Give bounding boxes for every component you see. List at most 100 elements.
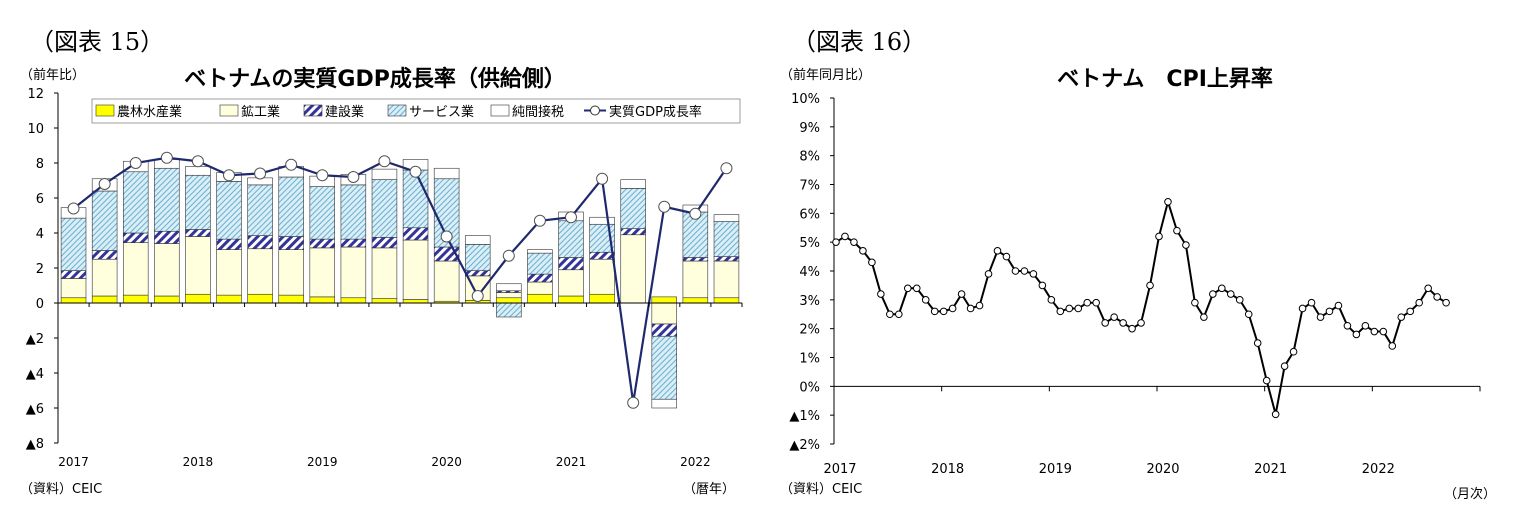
cpi-point [1092,298,1100,307]
bar-agriculture [558,295,584,304]
chart2-y-unit: （前年同月比） [780,67,871,83]
bar-construction [527,273,553,283]
bar-services [464,244,491,271]
bar-industry [527,281,553,295]
cpi-point [1442,298,1450,307]
bar-agriculture [496,297,522,304]
cpi-point [930,307,939,316]
chart2-source: （資料）CEIC [780,482,862,497]
bar-net-tax [185,166,211,176]
cpi-point [1316,313,1325,321]
chart1-legend-label: 鉱工業 [241,104,280,120]
cpi-point [1388,342,1397,350]
chart1-source: （資料）CEIC [20,482,102,497]
chart1-legend-label: サービス業 [409,104,474,120]
bar-construction [247,235,273,250]
cpi-point [841,232,849,241]
cpi-point [859,247,867,255]
gdp-growth-point [316,169,329,182]
chart1-legend-swatch [95,104,115,117]
gdp-growth-point [98,178,111,190]
bar-net-tax [433,167,460,180]
cpi-point [1137,319,1145,327]
gdp-growth-point [378,155,391,168]
bar-industry [433,260,460,302]
cpi-point [1280,362,1289,370]
bar-construction [682,257,709,262]
chart1-y-tick-label: ▲4 [26,367,44,382]
cpi-point [1370,327,1379,336]
cpi-point [903,284,912,293]
bar-services [620,188,646,229]
bar-industry [247,248,273,295]
bar-agriculture [713,297,740,304]
cpi-point [1191,298,1199,307]
gdp-growth-point [254,167,267,180]
cpi-point [1209,290,1217,298]
bar-net-tax [589,216,615,225]
cpi-point [886,310,894,319]
chart2-y-tick-label: 6% [799,207,820,222]
cpi-point [1415,298,1423,307]
bar-industry [682,260,709,299]
chart1-y-tick-label: ▲2 [26,332,44,347]
bar-services [247,184,273,236]
bar-services [371,179,398,238]
chart1-year-label: 2019 [307,455,338,469]
chart1-legend-label: 実質GDP成長率 [609,104,702,120]
cpi-point [1397,313,1406,321]
chart2-y-tick-label: 0% [799,380,820,395]
figure-15-label: （図表 15） [30,28,165,56]
gdp-growth-point [502,249,515,262]
chart1-legend-label: 純間接税 [512,104,564,120]
gdp-growth-point [409,165,422,178]
chart1-y-tick-label: 8 [36,157,44,172]
bar-construction [278,236,304,250]
bar-construction [651,323,678,337]
bar-net-tax [464,235,491,245]
bar-agriculture [122,294,149,304]
bar-agriculture [154,295,180,304]
cpi-point [1271,410,1280,419]
cpi-chart: ベトナム CPI上昇率 （前年同月比） （月次） （資料）CEIC 10% 9% 8… [780,66,1496,502]
cpi-point [1155,232,1163,241]
bar-agriculture [682,297,709,304]
cpi-point [832,238,840,246]
cpi-point [1200,313,1208,321]
bar-construction [340,238,367,248]
bar-construction [309,238,336,249]
bar-agriculture [278,294,304,304]
cpi-point [1343,321,1352,330]
chart1-y-tick-label: 0 [36,297,44,312]
bar-agriculture [651,296,678,304]
cpi-point [1002,252,1011,261]
cpi-point [1253,339,1262,347]
chart2-year-label: 2019 [1039,462,1072,477]
cpi-point [921,296,930,304]
chart1-title: ベトナムの実質GDP成長率（供給側） [184,66,566,92]
cpi-point [1307,298,1316,307]
cpi-point [1226,290,1235,298]
chart2-y-tick-label: 4% [799,265,820,280]
bar-construction [558,257,584,271]
bar-construction [589,251,615,260]
cpi-point [1424,284,1432,293]
chart2-y-tick-label: 3% [799,294,820,309]
bar-industry [154,243,180,297]
chart1-y-tick-label: 12 [27,87,44,102]
cpi-point [1110,313,1118,321]
bar-agriculture [402,299,429,304]
chart1-year-label: 2020 [431,455,462,469]
chart1-y-tick-label: ▲8 [26,437,44,452]
cpi-point [895,310,903,319]
chart1-y-tick-label: 6 [36,192,44,207]
chart2-year-label: 2021 [1254,462,1287,477]
chart2-y-tick-label: 2% [799,323,820,338]
bar-net-tax [371,168,398,180]
bar-net-tax [496,283,522,292]
bar-services [185,174,211,230]
bar-net-tax [651,398,678,409]
cpi-point [877,290,885,298]
cpi-point [868,258,876,267]
cpi-point [1056,307,1065,316]
